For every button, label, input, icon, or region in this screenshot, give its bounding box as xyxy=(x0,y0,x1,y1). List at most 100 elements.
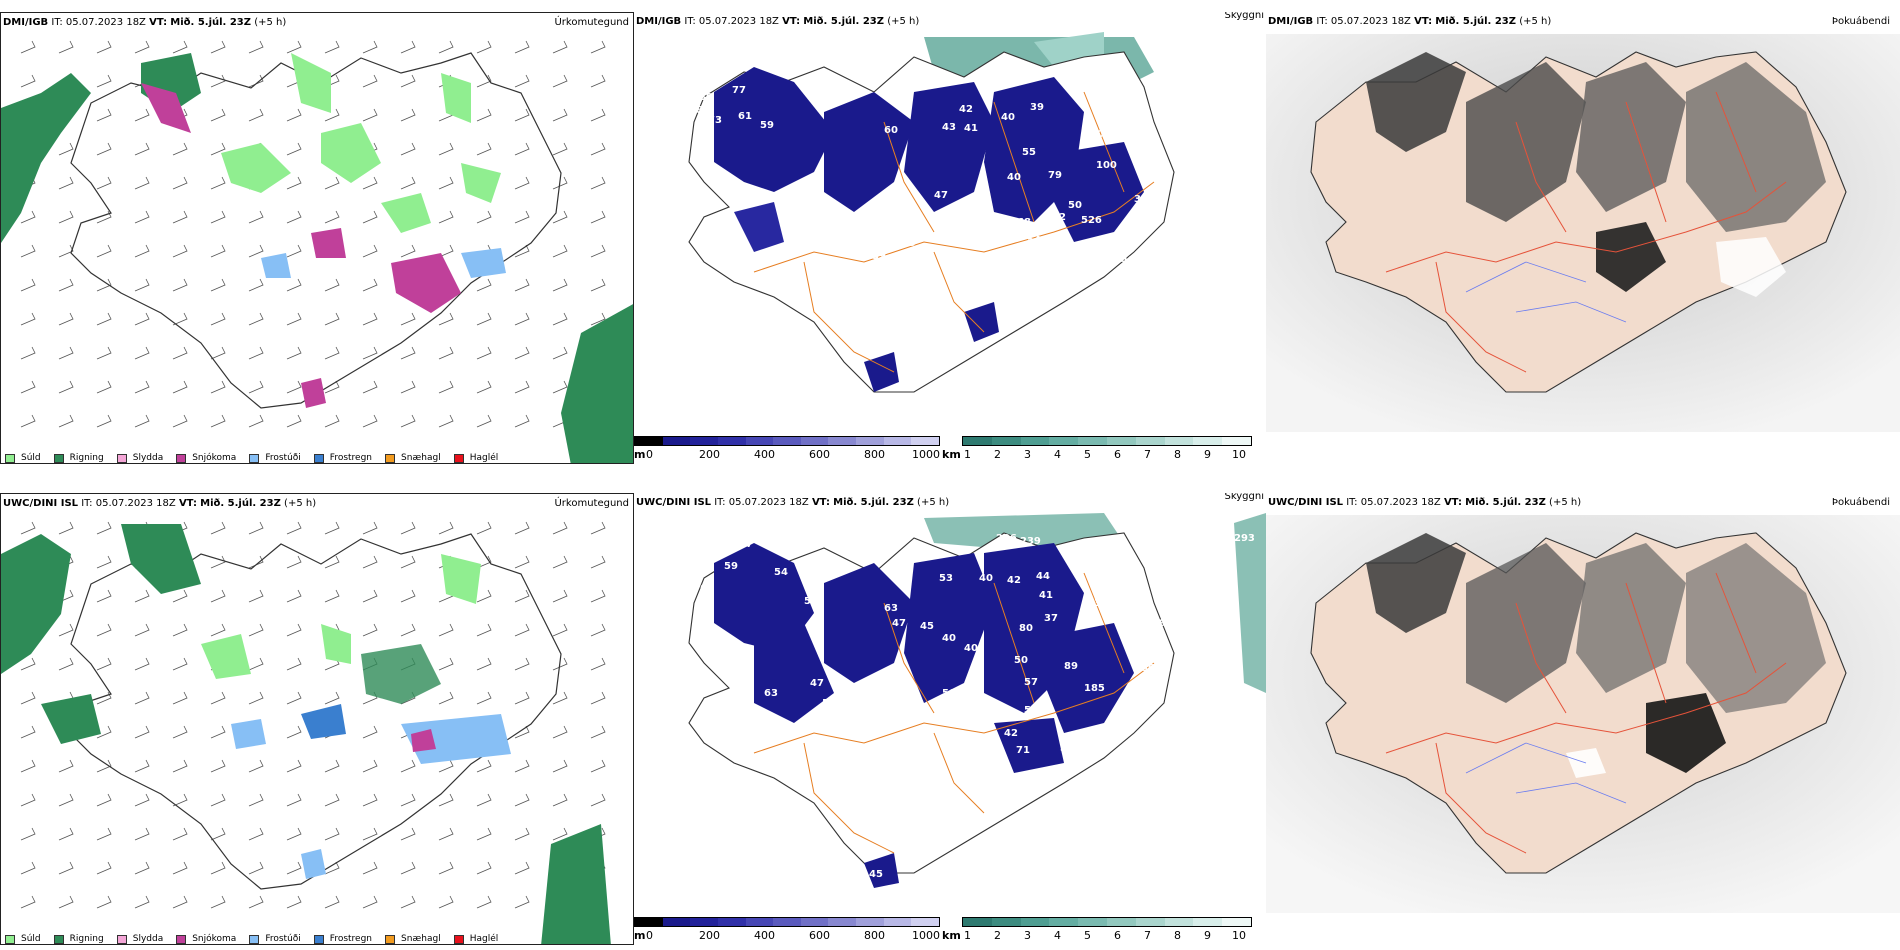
cloud-label: 45 xyxy=(869,869,883,880)
wind-barb xyxy=(438,244,454,258)
wind-barb xyxy=(362,414,378,428)
wind-barb xyxy=(286,691,302,705)
colorbar-segment xyxy=(717,918,746,926)
colorbar-segment xyxy=(662,437,691,445)
colorbar-tick: 5 xyxy=(1084,448,1091,461)
wind-barb xyxy=(400,827,416,841)
wind-barb xyxy=(172,312,188,326)
colorbar-segment xyxy=(773,918,801,926)
wind-barb xyxy=(58,346,74,360)
wind-barb xyxy=(590,74,606,88)
colorbar-segment xyxy=(1106,918,1136,926)
colorbar-tick: 9 xyxy=(1204,929,1211,942)
wind-barb xyxy=(400,74,416,88)
cloud-panel-row2: UWC/DINI ISL IT: 05.07.2023 18Z VT: Mið.… xyxy=(634,493,1266,945)
wind-barb xyxy=(134,40,150,54)
wind-barb xyxy=(96,40,112,54)
wind-barb xyxy=(476,589,492,603)
wind-barb xyxy=(20,691,36,705)
wind-barb xyxy=(286,555,302,569)
cloud-label: 41 xyxy=(852,278,866,289)
wind-barb xyxy=(438,521,454,535)
colorbar-tick: 400 xyxy=(754,448,775,461)
wind-barb xyxy=(324,759,340,773)
wind-barb xyxy=(210,278,226,292)
wind-barb xyxy=(134,691,150,705)
wind-barb xyxy=(286,793,302,807)
cloud-label: 82 xyxy=(961,232,975,243)
wind-barb xyxy=(248,895,264,909)
wind-barb xyxy=(590,278,606,292)
wind-barb xyxy=(400,521,416,535)
wind-barb xyxy=(400,346,416,360)
wind-barb xyxy=(514,210,530,224)
wind-barb xyxy=(514,74,530,88)
wind-barb xyxy=(210,895,226,909)
colorbar-segment xyxy=(717,437,746,445)
wind-barb xyxy=(400,759,416,773)
cloud-label: 164 xyxy=(1084,64,1105,75)
cloud-label: 41 xyxy=(1039,590,1053,601)
wind-barb xyxy=(476,108,492,122)
colorbar-segment xyxy=(963,918,992,926)
wind-barb xyxy=(210,589,226,603)
cloud-label: 61 xyxy=(738,111,752,122)
legend-item: Snæhagl xyxy=(385,934,441,944)
wind-barb xyxy=(134,623,150,637)
wind-barb xyxy=(210,74,226,88)
wind-barb xyxy=(552,108,568,122)
cloud-label: 54 xyxy=(774,567,788,578)
wind-barb xyxy=(438,895,454,909)
cloud-label: 42 xyxy=(1110,725,1124,736)
wind-barb xyxy=(400,142,416,156)
wind-barb xyxy=(514,414,530,428)
cloud-label: 290 xyxy=(1190,38,1211,49)
wind-barb xyxy=(590,725,606,739)
wind-barb xyxy=(286,346,302,360)
wind-barb xyxy=(514,40,530,54)
wind-barb xyxy=(248,555,264,569)
legend-swatch xyxy=(53,934,64,944)
wind-barb xyxy=(362,346,378,360)
wind-barb xyxy=(590,759,606,773)
cloud-label: 40 xyxy=(1001,112,1015,123)
wind-barb xyxy=(96,278,112,292)
wind-barb xyxy=(324,346,340,360)
cloud-label: 55 xyxy=(1002,252,1016,263)
wind-barb xyxy=(324,40,340,54)
legend-swatch xyxy=(385,453,396,463)
colorbar-tick: 1 xyxy=(964,448,971,461)
cloud-label: 99 xyxy=(1054,773,1068,784)
legend-swatch xyxy=(5,934,15,944)
wind-barb xyxy=(552,521,568,535)
cloud-label: 62 xyxy=(1127,749,1141,760)
wind-barb xyxy=(590,691,606,705)
wind-barb xyxy=(172,380,188,394)
colorbar-segment xyxy=(991,437,1021,445)
wind-barb xyxy=(248,827,264,841)
wind-barb xyxy=(438,759,454,773)
wind-barb xyxy=(362,895,378,909)
wind-barb xyxy=(400,108,416,122)
cloud-label: 34 xyxy=(819,759,833,770)
cloud-label: 206 xyxy=(996,533,1017,544)
colorbar-segment xyxy=(1020,918,1050,926)
wind-barb xyxy=(286,176,302,190)
wind-barb xyxy=(438,861,454,875)
wind-barb xyxy=(172,244,188,258)
wind-barb xyxy=(248,657,264,671)
wind-barb xyxy=(552,312,568,326)
wind-barb xyxy=(476,555,492,569)
panel-header: UWC/DINI ISL IT: 05.07.2023 18Z VT: Mið.… xyxy=(636,497,950,508)
wind-barb xyxy=(248,414,264,428)
cloud-label: 40 xyxy=(1007,172,1021,183)
wind-barb xyxy=(476,346,492,360)
wind-barb xyxy=(324,589,340,603)
wind-barb xyxy=(20,725,36,739)
cloud-label: 100 xyxy=(1096,160,1117,171)
cloud-label: 73 xyxy=(708,115,722,126)
legend-item: Súld xyxy=(5,934,41,944)
cloud-label: 293 xyxy=(1234,533,1255,544)
wind-barb xyxy=(210,555,226,569)
wind-barb xyxy=(476,210,492,224)
